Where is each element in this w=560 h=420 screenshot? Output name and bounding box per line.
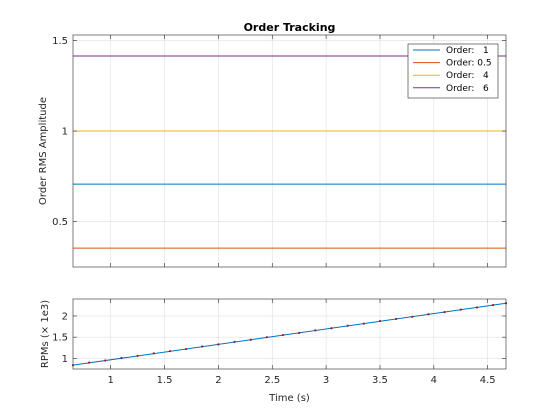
bottom-axes-frame	[72, 298, 507, 370]
rpm-marker	[378, 319, 382, 323]
x-tick-label: 3.5	[372, 375, 388, 386]
rpm-marker	[88, 361, 91, 364]
chart-title: Order Tracking	[244, 21, 336, 34]
rpm-marker	[475, 306, 479, 309]
legend: Order: 1 Order: 0.5 Order: 4 Order: 6	[407, 43, 499, 99]
y-tick-label: 1	[62, 127, 68, 138]
rpm-marker	[314, 329, 317, 332]
rpm-marker	[217, 343, 220, 346]
rpm-marker	[152, 352, 155, 355]
top-y-axis-label: Order RMS Amplitude	[38, 97, 49, 205]
top-axes-frame	[72, 34, 507, 268]
x-tick-label: 4.5	[480, 375, 496, 386]
x-axis-label: Time (s)	[268, 393, 310, 404]
y-tick-label: 0.5	[52, 217, 68, 228]
rpm-marker	[330, 327, 333, 330]
rpm-marker	[298, 331, 301, 335]
series-line-0	[72, 302, 507, 366]
rpm-marker	[491, 303, 495, 307]
rpm-marker	[427, 313, 430, 316]
rpm-marker	[395, 317, 398, 321]
y-tick-label: 1.5	[52, 36, 68, 47]
rpm-marker	[346, 324, 349, 327]
legend-label: Order: 4	[446, 71, 489, 81]
y-tick-label: 2	[62, 311, 68, 322]
rpm-axes: 1 1.5 2 2.5 3 3.5 4 4.5 1 1.5 2 Time (s) RPMs (× 1…	[40, 298, 508, 404]
x-tick-label: 2.5	[264, 375, 280, 386]
bottom-y-axis-label: RPMs (× 1e3)	[40, 300, 51, 368]
rpm-marker	[443, 311, 446, 314]
rpm-marker	[281, 333, 285, 337]
rpm-marker	[120, 356, 123, 360]
x-tick-label: 1	[108, 375, 114, 386]
legend-label: Order: 0.5	[446, 59, 492, 69]
legend-label: Order: 6	[446, 84, 489, 94]
rpm-marker	[265, 336, 268, 339]
y-tick-label: 1.5	[52, 333, 68, 344]
x-tick-label: 3	[323, 375, 329, 386]
x-tick-label: 4	[431, 375, 437, 386]
y-tick-label: 1	[62, 354, 68, 365]
legend-box	[407, 43, 499, 99]
rpm-marker	[233, 340, 236, 343]
rpm-marker	[168, 350, 172, 353]
bottom-grid	[73, 299, 506, 369]
x-tick-label: 2	[215, 375, 221, 386]
top-ticks: 0.5 1 1.5	[52, 35, 506, 267]
rpm-marker	[411, 315, 414, 318]
bottom-series	[71, 302, 508, 367]
rpm-marker	[104, 359, 107, 362]
rpm-marker	[249, 338, 252, 341]
bottom-ticks: 1 1.5 2 2.5 3 3.5 4 4.5 1 1.5 2	[52, 299, 506, 386]
rpm-marker	[184, 347, 188, 351]
rpm-marker	[136, 354, 139, 357]
x-tick-label: 1.5	[157, 375, 173, 386]
rpm-marker	[201, 345, 204, 348]
rpm-marker	[459, 308, 462, 311]
order-tracking-axes: 0.5 1 1.5 Order Tracking Order RMS Amplitu…	[38, 21, 507, 268]
legend-label: Order: 1	[446, 46, 489, 56]
rpm-marker	[362, 322, 365, 325]
